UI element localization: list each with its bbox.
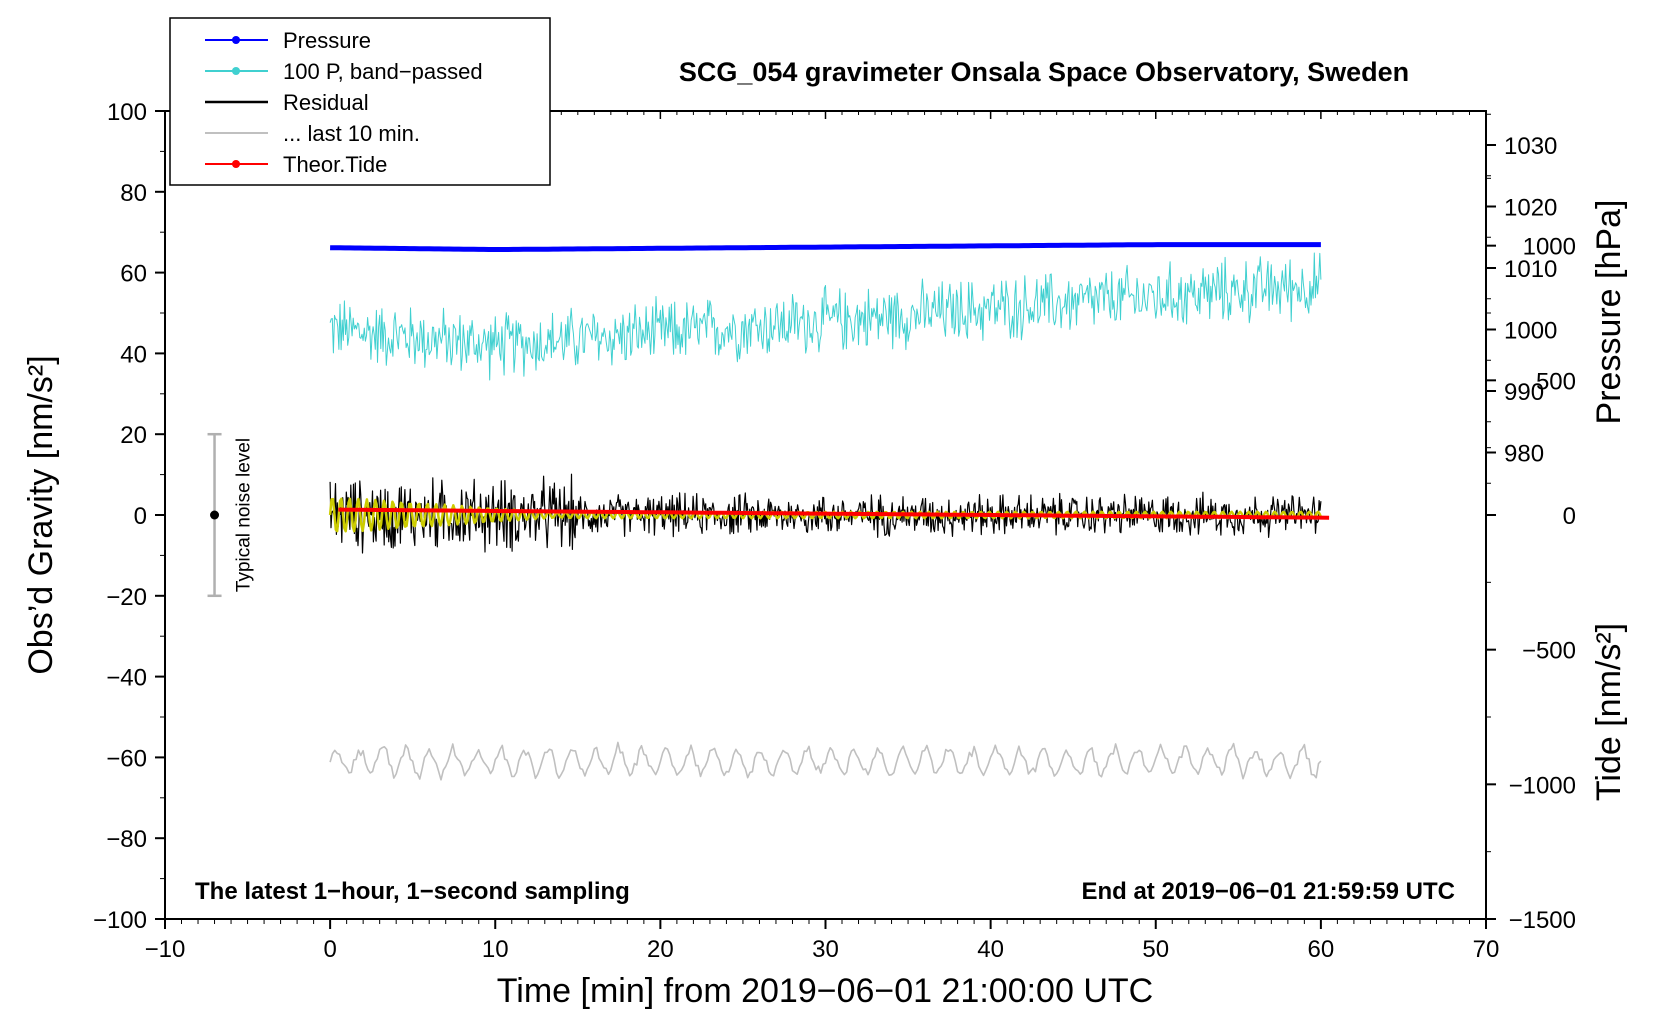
pressure-tick-label: 1010 [1504,256,1557,283]
x-tick-label: 10 [482,936,509,963]
tide-tick-label: −500 [1522,638,1576,665]
tide-tick-label: 0 [1563,503,1576,530]
x-tick-label: 30 [812,936,839,963]
x-tick-label: 0 [323,936,336,963]
y-axis-title-pressure: Pressure [hPa] [1590,200,1628,425]
x-tick-label: 20 [647,936,674,963]
x-tick-label: 60 [1308,936,1335,963]
legend-label: Theor.Tide [283,152,387,177]
pressure-tick-label: 1000 [1504,318,1557,345]
noise-level-label: Typical noise level [234,438,255,592]
tide-tick-label: −1500 [1509,907,1576,934]
noise-level-indicator: Typical noise level [207,432,255,598]
tide-tick-label: 1000 [1523,234,1576,261]
y-tick-label: −40 [106,665,147,692]
y-tick-label: −20 [106,584,147,611]
series-pressure [330,242,1321,252]
x-tick-label: 50 [1142,936,1169,963]
y-tick-label: 80 [120,180,147,207]
legend-item: Pressure [205,28,371,53]
legend-swatch-marker [232,36,240,44]
y-axis-title-left: Obs’d Gravity [nm/s²] [22,355,60,674]
series-theor-tide [338,507,1330,520]
legend-label: Pressure [283,28,371,53]
y-tick-label: −60 [106,745,147,772]
y-tick-label: 0 [134,503,147,530]
y-tick-label: −80 [106,826,147,853]
x-tick-label: 70 [1473,936,1500,963]
end-time-note: End at 2019−06−01 21:59:59 UTC [1081,878,1455,905]
axis-ticks: −10 0 10 20 30 40 50 60 70100806040200−20−40−60−… [93,99,1576,963]
y-tick-label: 60 [120,261,147,288]
sampling-note: The latest 1−hour, 1−second sampling [195,878,630,905]
legend-item: Theor.Tide [205,152,387,177]
legend-item: 100 P, band−passed [205,59,483,84]
x-tick-label: 40 [977,936,1004,963]
chart-title: SCG_054 gravimeter Onsala Space Observat… [679,57,1409,87]
y-tick-label: 100 [107,99,147,126]
tide-tick-label: −1000 [1509,772,1576,799]
data-series [328,242,1330,781]
legend-swatch-marker [232,67,240,75]
legend-label: 100 P, band−passed [283,59,483,84]
legend-items: Pressure 100 P, band−passed Residual ... la… [205,28,483,177]
legend-label: ... last 10 min. [283,121,420,146]
legend-swatch-marker [232,160,240,168]
series-last-10-min [329,741,1322,781]
pressure-tick-label: 990 [1504,379,1544,406]
legend-item: Residual [205,90,369,115]
pressure-tick-label: 1020 [1504,195,1557,222]
y-tick-label: 40 [120,341,147,368]
x-tick-label: −10 [145,936,186,963]
legend-label: Residual [283,90,369,115]
pressure-tick-label: 980 [1504,441,1544,468]
y-tick-label: 20 [120,422,147,449]
noise-center-dot [210,510,220,520]
tide-tick-label: 500 [1536,368,1576,395]
y-axis-title-tide: Tide [nm/s²] [1590,623,1628,801]
x-axis-title: Time [min] from 2019−06−01 21:00:00 UTC [497,972,1153,1010]
legend: Pressure 100 P, band−passed Residual ... la… [169,17,551,186]
y-tick-label: −100 [93,907,147,934]
pressure-tick-label: 1030 [1504,133,1557,160]
series-band-passed-pressure [329,252,1322,381]
legend-item: ... last 10 min. [205,121,420,146]
